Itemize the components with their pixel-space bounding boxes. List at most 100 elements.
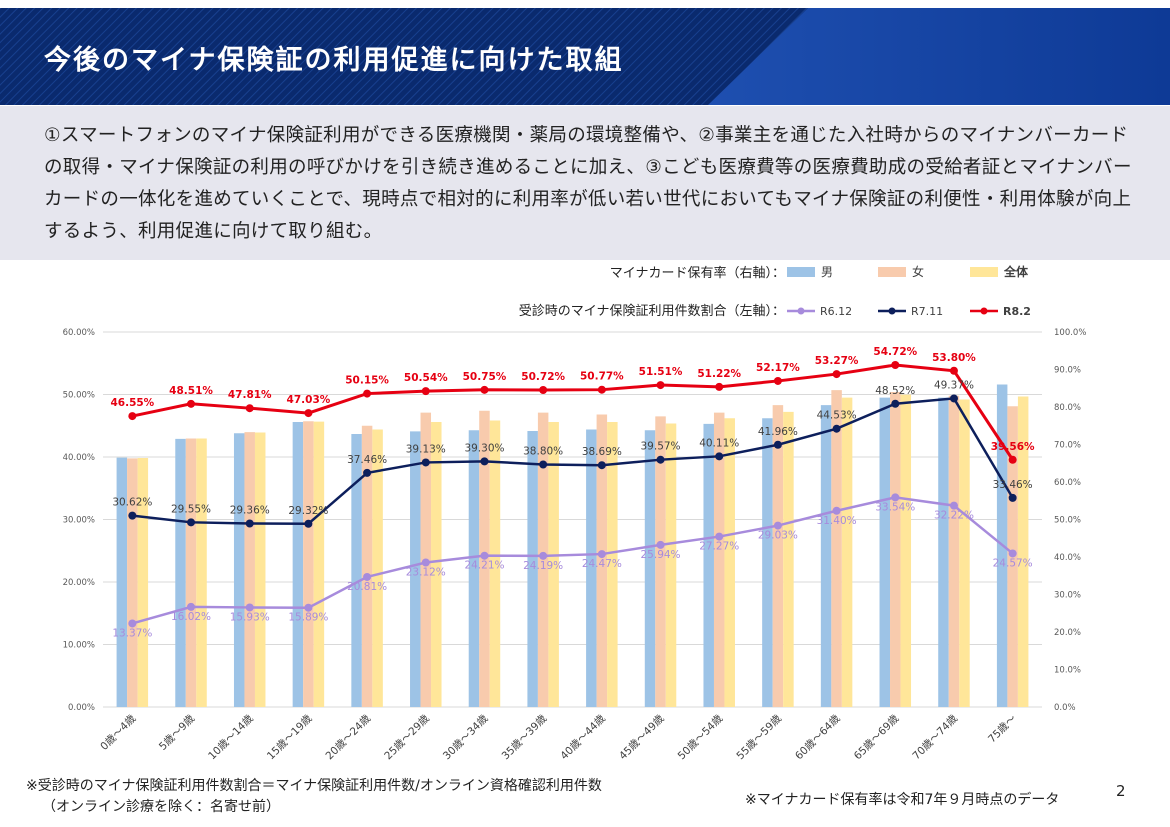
point-R6.12-8 [597, 550, 606, 559]
point-R6.12-0 [128, 619, 137, 628]
point-R6.12-6 [480, 551, 489, 560]
bar-女-11 [772, 405, 784, 707]
bar-legend-swatch-男 [787, 267, 815, 277]
bar-全体-8 [607, 422, 618, 707]
point-R7.11-11 [773, 440, 782, 449]
data-label-R6.12-1: 16.02% [171, 611, 211, 623]
bar-男-11 [762, 418, 773, 707]
data-label-R7.11-8: 38.69% [582, 446, 622, 458]
bar-女-1 [185, 438, 197, 707]
data-label-R8.2-9: 51.51% [639, 366, 683, 378]
data-label-R8.2-2: 47.81% [228, 389, 272, 401]
bar-男-14 [938, 397, 949, 707]
data-label-R6.12-5: 23.12% [406, 567, 446, 579]
x-tick-label-4: 20歳～24歳 [324, 712, 374, 762]
x-tick-label-13: 65歳～69歳 [852, 712, 902, 762]
data-label-R7.11-6: 39.30% [464, 442, 504, 454]
y-left-tick-label: 50.00% [63, 391, 95, 401]
point-R7.11-15 [1008, 493, 1017, 502]
y-right-tick-label: 30.0% [1054, 591, 1081, 601]
data-label-R6.12-9: 25.94% [641, 549, 681, 561]
point-R6.12-15 [1008, 549, 1017, 558]
point-R6.12-2 [245, 603, 254, 612]
y-left-tick-label: 10.00% [63, 641, 95, 651]
point-R8.2-1 [187, 399, 196, 408]
point-R6.12-9 [656, 540, 665, 549]
line-legend-marker-R7.11 [888, 307, 896, 315]
data-label-R6.12-7: 24.19% [523, 560, 563, 572]
bar-全体-13 [900, 394, 912, 707]
bar-女-2 [244, 432, 255, 707]
point-R6.12-5 [421, 558, 430, 567]
point-R7.11-0 [128, 511, 137, 520]
intro-text: ①スマートフォンのマイナ保険証利用ができる医療機関・薬局の環境整備や、②事業主を… [44, 125, 1132, 242]
point-R8.2-13 [891, 361, 900, 369]
bar-男-7 [527, 431, 538, 707]
y-left-tick-label: 40.00% [63, 453, 95, 463]
bar-legend-label-男: 男 [821, 265, 833, 279]
point-R6.12-12 [832, 506, 841, 515]
y-right-tick-label: 80.0% [1054, 403, 1081, 413]
point-R6.12-4 [363, 572, 372, 581]
point-R7.11-14 [949, 394, 958, 403]
bar-男-6 [468, 430, 480, 707]
data-label-R7.11-4: 37.46% [347, 454, 387, 466]
bar-女-3 [303, 421, 314, 707]
point-R8.2-7 [539, 386, 548, 394]
point-R7.11-8 [597, 461, 606, 470]
page-title: 今後のマイナ保険証の利用促進に向けた取組 [44, 45, 624, 76]
point-R7.11-9 [656, 455, 665, 464]
x-tick-label-12: 60歳～64歳 [793, 712, 843, 762]
x-tick-label-2: 10歳～14歳 [206, 712, 256, 762]
data-label-R7.11-3: 29.32% [288, 505, 328, 517]
data-label-R6.12-8: 24.47% [582, 558, 622, 570]
bar-legend-title: マイナカード保有率（右軸）： [610, 265, 785, 281]
bar-全体-1 [196, 438, 207, 707]
point-R7.11-1 [187, 518, 196, 527]
data-label-R8.2-15: 39.56% [991, 441, 1035, 453]
y-left-tick-label: 60.00% [63, 328, 95, 338]
data-label-R8.2-0: 46.55% [110, 397, 154, 409]
point-R6.12-3 [304, 603, 313, 612]
data-label-R7.11-7: 38.80% [523, 446, 563, 458]
data-label-R6.12-10: 27.27% [699, 541, 739, 553]
x-tick-label-8: 40歳～44歳 [558, 712, 608, 762]
bar-全体-11 [783, 411, 794, 707]
point-R8.2-9 [656, 381, 665, 390]
point-R7.11-4 [363, 468, 372, 477]
x-tick-label-15: 75歳～ [986, 712, 1019, 745]
point-R6.12-13 [891, 493, 900, 502]
data-label-R6.12-15: 24.57% [993, 557, 1033, 569]
bar-legend-swatch-全体 [970, 267, 998, 277]
point-R8.2-5 [421, 387, 430, 396]
point-R7.11-13 [891, 399, 900, 408]
bar-男-13 [879, 397, 891, 707]
data-label-R8.2-11: 52.17% [756, 362, 800, 374]
bar-全体-5 [431, 422, 442, 707]
data-label-R8.2-3: 47.03% [287, 394, 331, 406]
point-R8.2-3 [304, 409, 313, 418]
point-R7.11-5 [421, 458, 430, 467]
bar-女-10 [713, 412, 725, 707]
data-label-R8.2-12: 53.27% [815, 355, 859, 367]
point-R8.2-11 [773, 376, 782, 385]
data-label-R7.11-0: 30.62% [112, 497, 152, 509]
line-series-R7.11 [132, 397, 1014, 526]
bar-全体-6 [489, 420, 501, 707]
data-label-R7.11-14: 49.37% [934, 379, 974, 391]
bar-男-5 [410, 431, 421, 707]
y-right-tick-label: 90.0% [1054, 366, 1081, 376]
point-R7.11-6 [480, 457, 489, 466]
bar-全体-14 [959, 399, 970, 707]
y-right-tick-label: 0.0% [1054, 703, 1076, 713]
data-label-R6.12-2: 15.93% [230, 611, 270, 623]
line-legend-title: 受診時のマイナ保険証利用件数割合（左軸）： [519, 303, 785, 319]
bar-女-12 [831, 390, 842, 707]
line-series-R6.12 [132, 496, 1014, 625]
point-R7.11-7 [539, 460, 548, 469]
bar-女-0 [127, 458, 138, 707]
point-R8.2-0 [128, 412, 137, 421]
bar-全体-15 [1017, 396, 1029, 707]
bar-legend-label-全体: 全体 [1003, 264, 1029, 279]
y-right-tick-label: 60.0% [1054, 478, 1081, 488]
